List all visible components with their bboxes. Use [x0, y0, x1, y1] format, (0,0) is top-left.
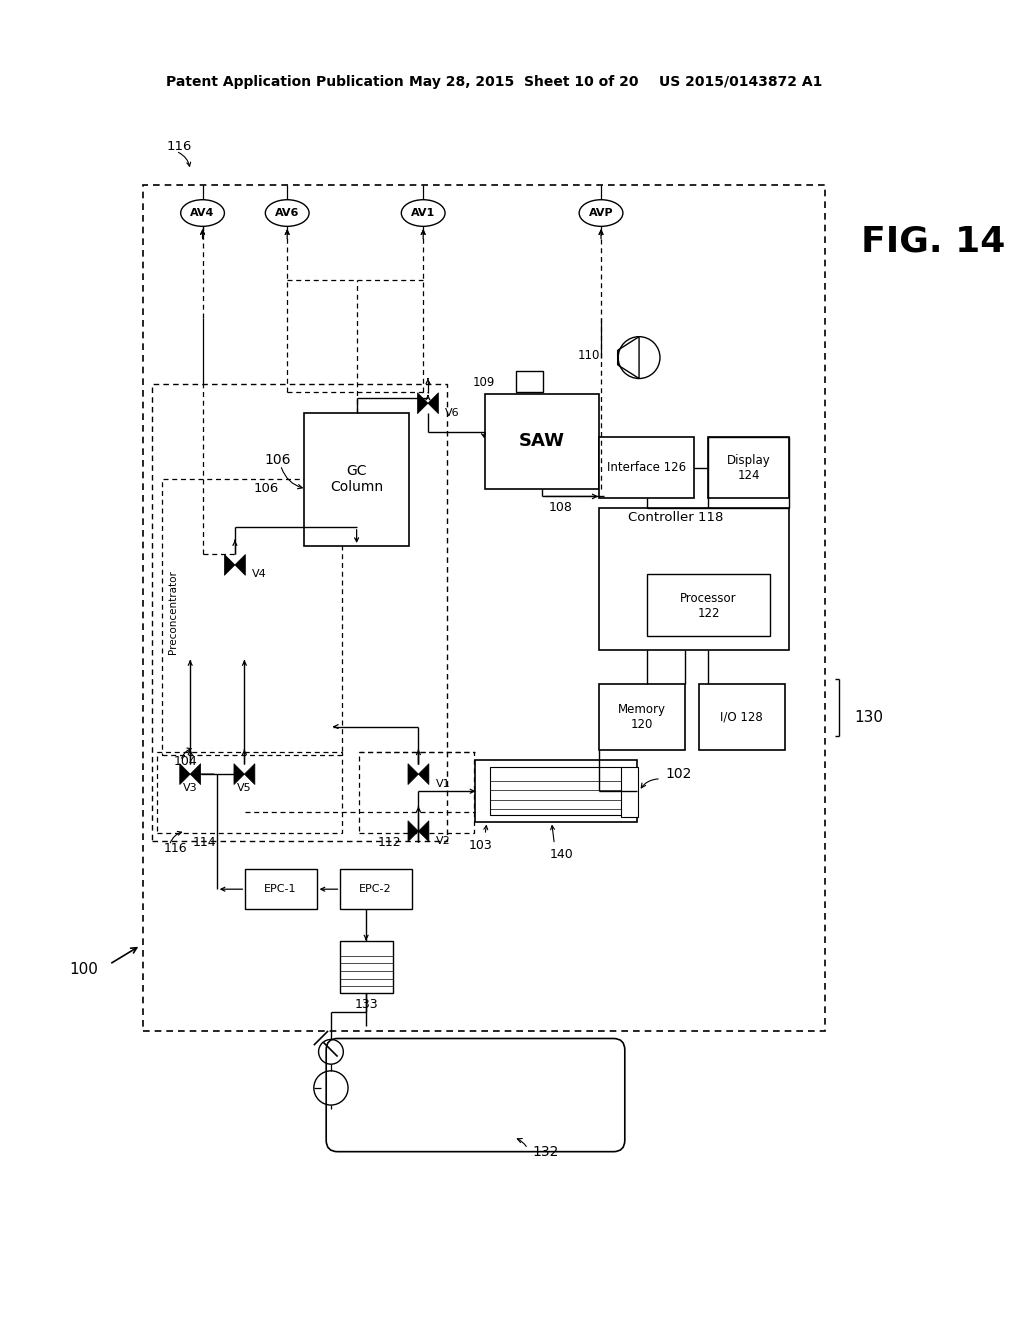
Text: AVP: AVP [589, 209, 613, 218]
Text: May 28, 2015  Sheet 10 of 20: May 28, 2015 Sheet 10 of 20 [409, 75, 638, 88]
Polygon shape [408, 764, 419, 784]
Text: SAW: SAW [519, 432, 565, 450]
Text: 106: 106 [264, 453, 291, 467]
Text: 116: 116 [167, 140, 191, 153]
Text: 116: 116 [164, 842, 187, 855]
Text: Patent Application Publication: Patent Application Publication [167, 75, 404, 88]
Text: V4: V4 [252, 569, 267, 579]
Text: V1: V1 [435, 779, 451, 788]
Ellipse shape [401, 199, 445, 226]
Text: V2: V2 [435, 836, 451, 846]
Text: US 2015/0143872 A1: US 2015/0143872 A1 [659, 75, 822, 88]
Text: EPC-1: EPC-1 [264, 884, 297, 894]
Text: 108: 108 [549, 502, 573, 515]
Text: I/O 128: I/O 128 [721, 710, 763, 723]
Text: V5: V5 [238, 783, 252, 793]
Text: 112: 112 [378, 836, 401, 849]
Polygon shape [340, 869, 412, 909]
Text: V3: V3 [183, 783, 198, 793]
Text: V6: V6 [445, 408, 460, 417]
Text: Memory
120: Memory 120 [617, 704, 666, 731]
Text: GC
Column: GC Column [330, 465, 383, 495]
Text: 102: 102 [666, 767, 692, 781]
Polygon shape [418, 393, 428, 413]
Text: 140: 140 [549, 849, 573, 862]
Text: AV6: AV6 [275, 209, 299, 218]
Polygon shape [245, 764, 255, 784]
Polygon shape [475, 760, 637, 821]
Text: AV1: AV1 [411, 209, 435, 218]
Text: 103: 103 [468, 840, 493, 851]
Polygon shape [599, 684, 685, 750]
Polygon shape [340, 941, 393, 993]
Text: AV4: AV4 [190, 209, 215, 218]
Ellipse shape [580, 199, 623, 226]
Polygon shape [304, 413, 409, 546]
Ellipse shape [265, 199, 309, 226]
Text: 130: 130 [854, 710, 883, 725]
Text: 110: 110 [578, 350, 600, 362]
Polygon shape [224, 554, 234, 576]
Polygon shape [419, 764, 429, 784]
Polygon shape [190, 764, 201, 784]
Text: 132: 132 [532, 1144, 559, 1159]
Text: Interface 126: Interface 126 [607, 462, 686, 474]
Ellipse shape [180, 199, 224, 226]
Text: 106: 106 [254, 482, 279, 495]
Text: FIG. 14: FIG. 14 [860, 224, 1005, 259]
Polygon shape [647, 574, 770, 636]
Text: 114: 114 [193, 836, 216, 849]
Polygon shape [709, 437, 790, 499]
Text: 100: 100 [70, 961, 98, 977]
Polygon shape [180, 764, 190, 784]
Polygon shape [428, 393, 438, 413]
Polygon shape [485, 393, 599, 488]
Polygon shape [621, 767, 638, 817]
Text: Preconcentrator: Preconcentrator [168, 570, 178, 655]
Polygon shape [599, 508, 790, 651]
Polygon shape [419, 821, 429, 842]
Polygon shape [599, 437, 694, 499]
Polygon shape [699, 684, 784, 750]
Polygon shape [233, 764, 245, 784]
Text: 133: 133 [354, 998, 378, 1011]
Text: 109: 109 [473, 376, 496, 389]
Polygon shape [234, 554, 246, 576]
Text: EPC-2: EPC-2 [359, 884, 392, 894]
Text: 104: 104 [174, 755, 198, 768]
Polygon shape [489, 767, 623, 814]
Text: Processor
122: Processor 122 [680, 591, 737, 620]
Text: Controller 118: Controller 118 [628, 511, 723, 524]
Text: Display
124: Display 124 [727, 454, 770, 482]
Polygon shape [408, 821, 419, 842]
Polygon shape [246, 869, 316, 909]
Polygon shape [516, 371, 543, 392]
